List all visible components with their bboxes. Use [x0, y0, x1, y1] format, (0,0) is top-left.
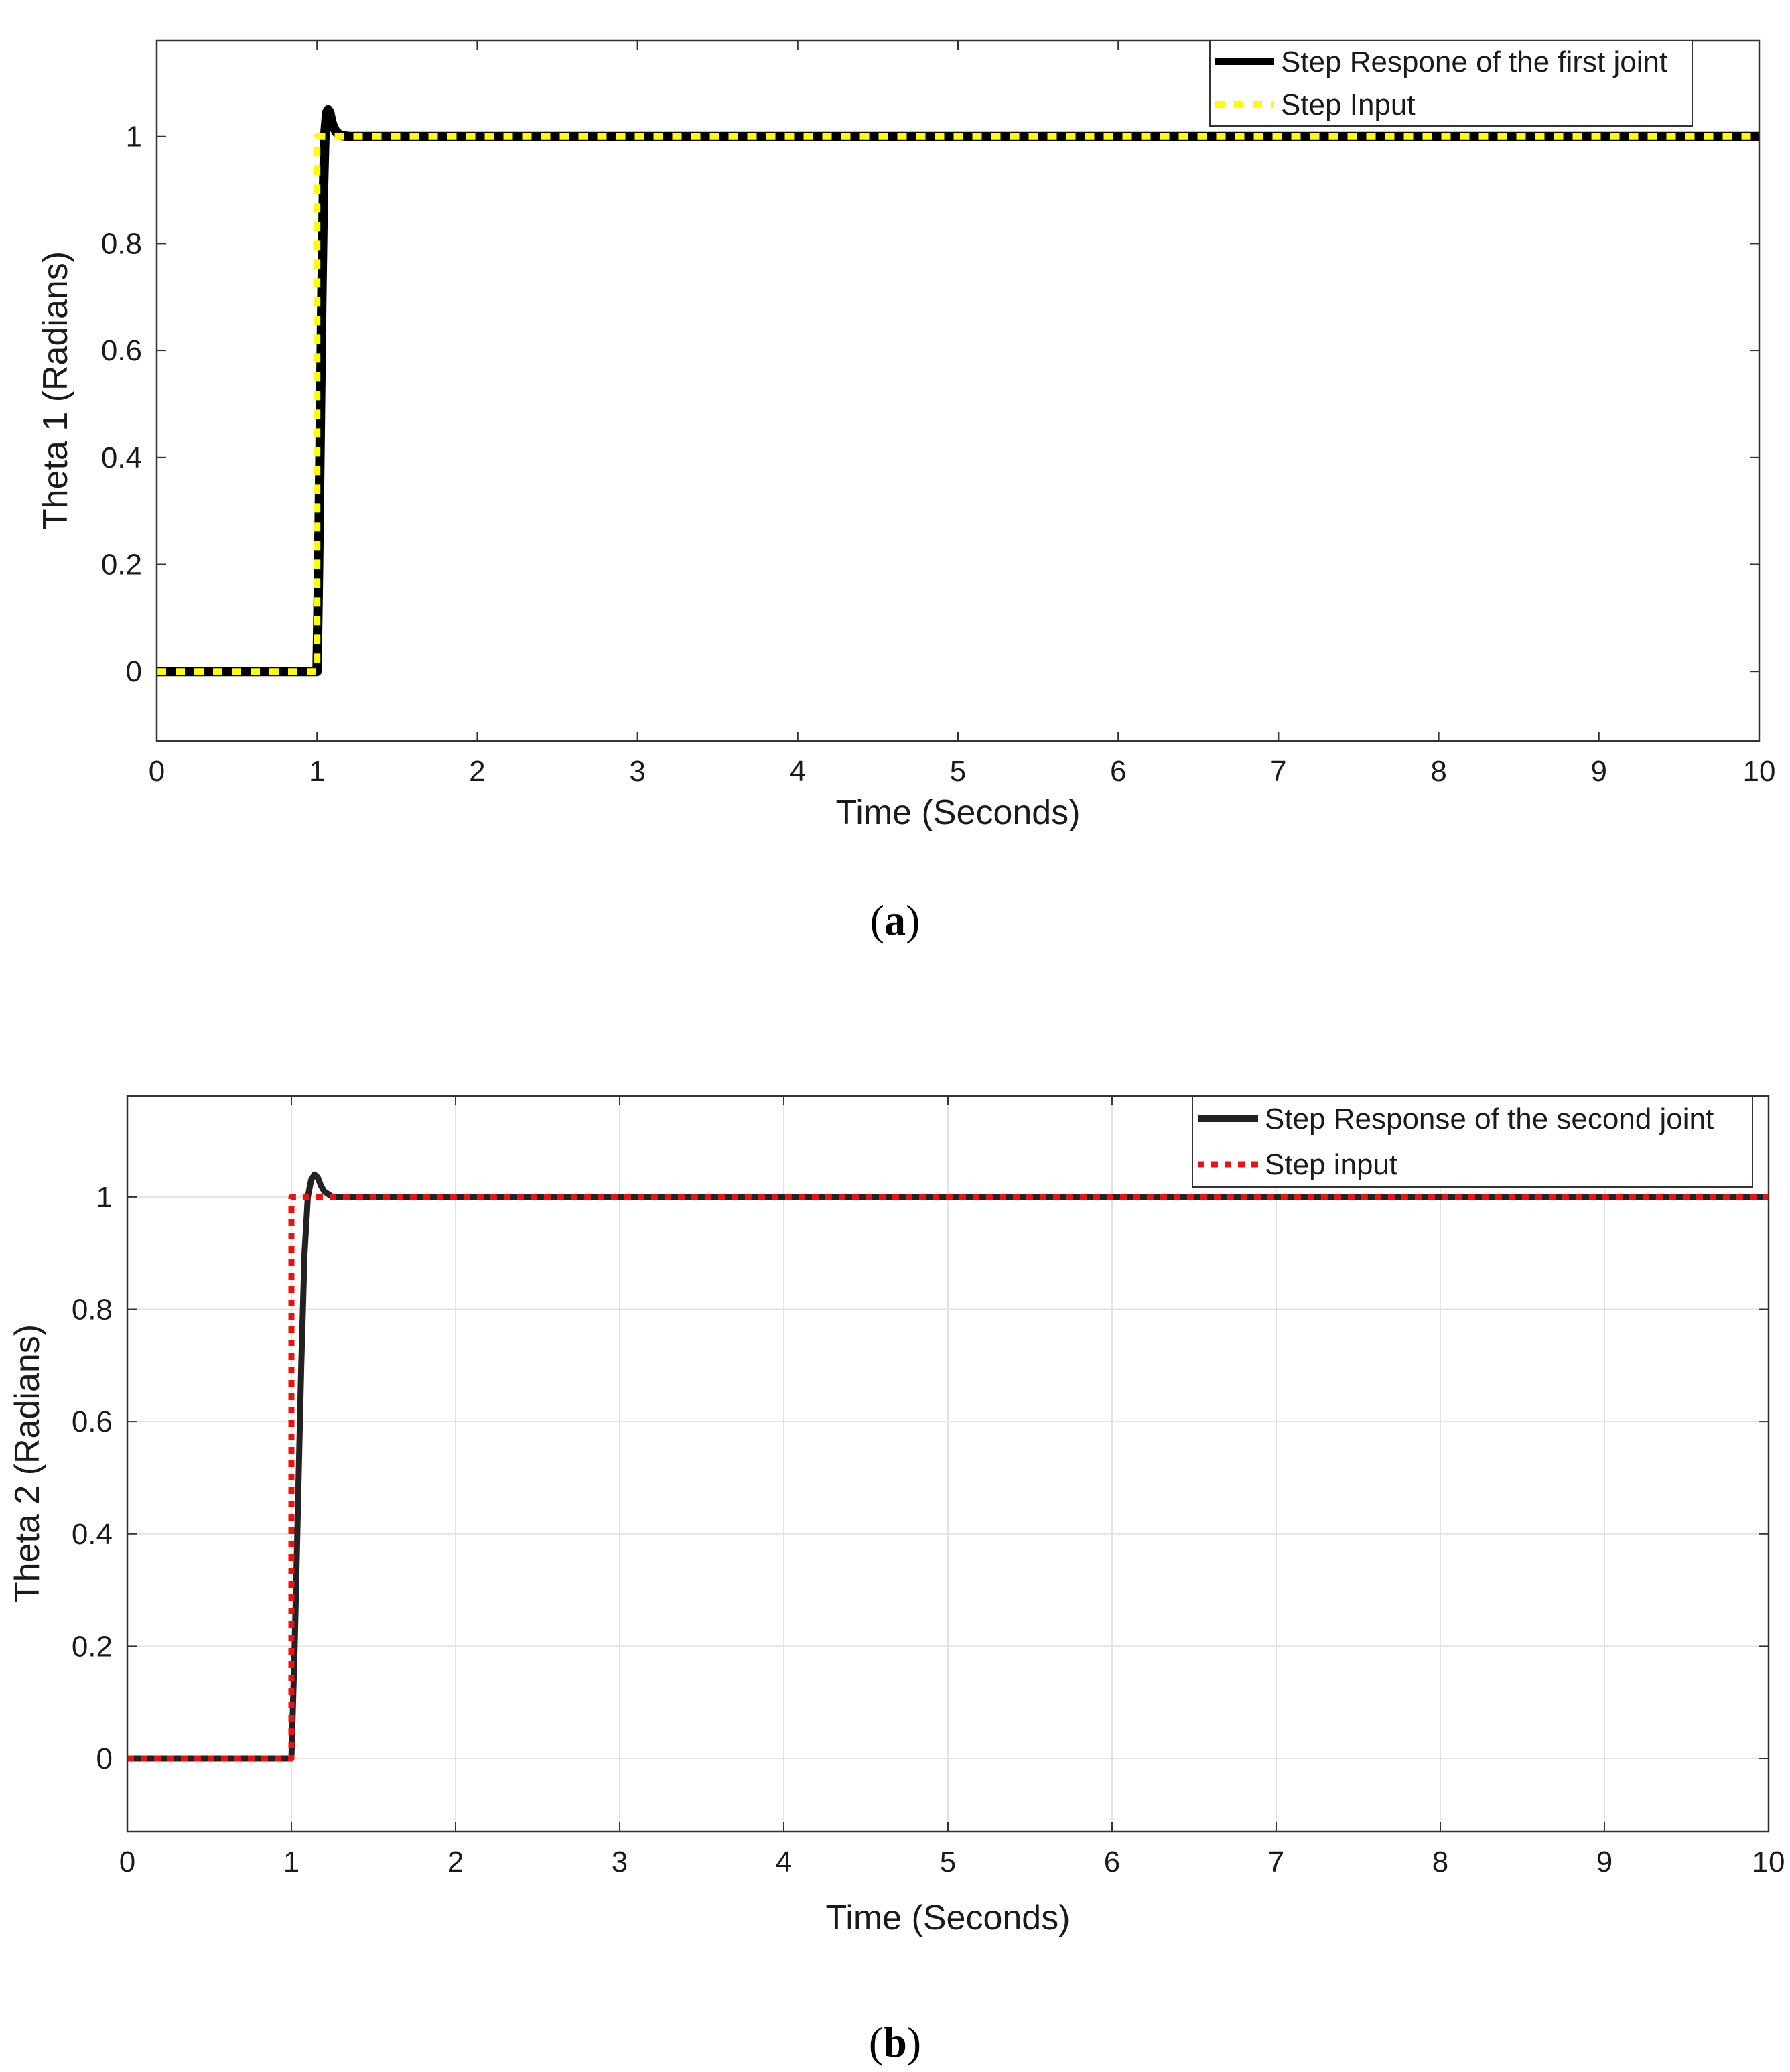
- caption-close-paren: ): [907, 2018, 921, 2066]
- y-axis-label: Theta 1 (Radians): [36, 251, 75, 530]
- x-tick-label: 3: [629, 755, 645, 788]
- x-tick-label: 9: [1596, 1846, 1612, 1878]
- x-tick-label: 6: [1104, 1846, 1120, 1878]
- x-tick-label: 10: [1743, 755, 1776, 788]
- panel-b: 0 1 2 3 4 5 6 7 8 9 10 0 0.2 0.4 0.6 0.8 1 Step Response …: [8, 1095, 1785, 2066]
- x-tick-label: 1: [283, 1846, 299, 1878]
- x-tick-label: 0: [119, 1846, 135, 1878]
- x-tick-label: 6: [1110, 755, 1126, 788]
- x-tick-label: 1: [309, 755, 325, 788]
- legend-entry-label: Step Input: [1281, 88, 1416, 121]
- x-axis-label: Time (Seconds): [825, 1898, 1070, 1937]
- x-tick-label: 4: [790, 755, 806, 788]
- y-tick-label: 0: [126, 655, 142, 688]
- y-tick-label: 0.2: [101, 549, 142, 581]
- y-tick-label: 1: [96, 1181, 113, 1214]
- legend-box: [1209, 40, 1693, 127]
- y-tick-label: 0.4: [101, 441, 142, 474]
- caption-letter: b: [883, 2018, 907, 2066]
- y-tick-label: 0.8: [101, 227, 142, 260]
- panel-caption: (b): [869, 2018, 921, 2066]
- y-tick-label: 0.4: [72, 1518, 113, 1551]
- x-tick-label: 5: [950, 755, 966, 788]
- y-tick-label: 0.8: [72, 1294, 113, 1326]
- panel-caption: (a): [870, 896, 920, 944]
- x-tick-label: 7: [1270, 755, 1286, 788]
- caption-close-paren: ): [906, 896, 920, 944]
- x-tick-label: 7: [1268, 1846, 1284, 1878]
- x-tick-label: 8: [1432, 1846, 1448, 1878]
- plot-area: [157, 40, 1759, 741]
- caption-open-paren: (: [870, 896, 884, 944]
- y-tick-label: 0: [96, 1742, 113, 1775]
- axes-box: [126, 1095, 1770, 1833]
- x-tick-label: 8: [1430, 755, 1446, 788]
- caption-open-paren: (: [869, 2018, 883, 2066]
- panel-a: 0 1 2 3 4 5 6 7 8 9 10 0 0.2 0.4 0.6 0.8 1 Step Respone o…: [36, 39, 1776, 944]
- series-line-response: [127, 1171, 1769, 1762]
- x-tick-label: 5: [940, 1846, 956, 1878]
- legend-entry-label: Step Response of the second joint: [1265, 1103, 1714, 1135]
- y-tick-label: 1: [126, 121, 142, 153]
- x-tick-label: 4: [776, 1846, 792, 1878]
- y-tick-label: 0.2: [72, 1630, 113, 1663]
- y-tick-label: 0.6: [101, 334, 142, 367]
- x-tick-label: 10: [1752, 1846, 1785, 1878]
- x-tick-label: 3: [612, 1846, 628, 1878]
- series-line-step-input: [127, 1194, 1769, 1762]
- x-tick-label: 9: [1591, 755, 1607, 788]
- x-tick-label: 2: [448, 1846, 464, 1878]
- legend-entry-label: Step input: [1265, 1148, 1397, 1181]
- legend: Step Response of the second joint Step in…: [1192, 1095, 1753, 1188]
- x-tick-label: 2: [469, 755, 485, 788]
- x-tick-label: 0: [149, 755, 165, 788]
- axes-box: [155, 39, 1761, 742]
- x-axis-label: Time (Seconds): [835, 793, 1080, 832]
- y-axis-label: Theta 2 (Radians): [8, 1324, 47, 1603]
- series-line-step-input: [157, 133, 1759, 675]
- legend: Step Respone of the first joint Step Inpu…: [1209, 40, 1693, 127]
- y-tick-label: 0.6: [72, 1405, 113, 1438]
- caption-letter: a: [884, 896, 906, 944]
- legend-entry-label: Step Respone of the first joint: [1281, 46, 1667, 78]
- legend-box: [1192, 1095, 1753, 1188]
